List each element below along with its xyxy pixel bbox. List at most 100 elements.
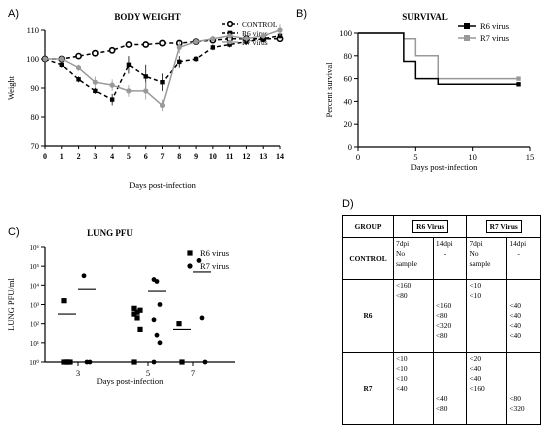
data-point: [179, 359, 185, 365]
x-tick-label: 15: [526, 152, 535, 162]
x-tick-label: 0: [356, 152, 360, 162]
data-point: [125, 41, 133, 48]
group-header: GROUP: [342, 214, 394, 239]
r7-virus-header: R7 Virus: [485, 220, 522, 234]
data-point: [42, 56, 48, 62]
cell-value: [436, 281, 465, 291]
panel-label-d: D): [342, 198, 354, 210]
panel-label-b: B): [296, 8, 307, 20]
data-point: [187, 250, 193, 256]
cell-value: <320: [435, 321, 452, 331]
r7-r7-14dpi: <80 <320: [506, 351, 541, 426]
cell-value: [469, 301, 504, 311]
cell-value: <10: [396, 363, 408, 373]
legend-label: R7 virus: [480, 33, 509, 43]
data-point: [81, 273, 87, 279]
cell-value: [396, 311, 431, 321]
data-point: [87, 359, 93, 365]
cell-value: <80: [396, 291, 408, 301]
data-point: [210, 36, 216, 42]
cell-value: <10: [396, 373, 408, 383]
cell-value: [509, 281, 538, 291]
data-point: [109, 82, 115, 88]
y-tick-label: 10¹: [30, 340, 39, 348]
data-point: [196, 258, 202, 263]
chart-title: BODY WEIGHT: [114, 12, 180, 22]
data-point: [61, 359, 67, 365]
survival-chart: 0 20 40 60 80 100 0 5 10 15 SURVIVAL Days post-infe…: [324, 12, 535, 172]
x-tick-label: 8: [177, 152, 181, 161]
r6-virus-header: R6 Virus: [412, 220, 449, 234]
row-label-r7: R7: [342, 351, 394, 426]
legend-label: R6 virus: [480, 21, 509, 31]
control-r7-14dpi: 14dpi -: [506, 237, 541, 281]
legend-marker: [464, 23, 470, 29]
cell-value: [469, 394, 504, 404]
y-tick-label: 80: [31, 112, 40, 122]
x-tick-label: 12: [242, 152, 250, 161]
data-point: [159, 102, 166, 108]
data-point: [75, 52, 82, 60]
x-tick-label: 11: [226, 152, 234, 161]
data-point: [142, 41, 150, 48]
chart-title: SURVIVAL: [402, 12, 448, 22]
x-tick-label: 5: [413, 152, 417, 162]
cell-value: -: [443, 249, 447, 259]
data-point: [76, 77, 81, 82]
x-tick-label: 5: [146, 368, 150, 378]
cell-value: <80: [435, 331, 448, 341]
x-axis-label: Days post-infection: [129, 180, 197, 190]
cell-value: [469, 331, 504, 341]
y-tick-label: 100: [339, 28, 352, 38]
cell-value: 14dpi: [435, 239, 453, 249]
x-tick-label: 14: [276, 152, 284, 161]
y-tick-label: 90: [31, 83, 40, 93]
data-point: [59, 62, 64, 67]
data-point: [193, 39, 199, 45]
cell-value: [396, 321, 431, 331]
data-point: [134, 315, 140, 321]
control-r6-14dpi: 14dpi -: [432, 237, 468, 281]
legend-label: R7 virus: [242, 38, 268, 47]
data-point: [134, 309, 140, 315]
data-point: [75, 65, 82, 71]
data-point: [143, 88, 149, 94]
chart-title: LUNG PFU: [87, 228, 133, 238]
data-point: [176, 321, 182, 327]
data-point: [131, 305, 137, 311]
cell-value: 7dpi: [469, 239, 483, 249]
cell-value: [509, 354, 538, 364]
data-point: [143, 74, 148, 79]
r6-virus-header-cell: R6 Virus: [392, 214, 468, 239]
y-tick-label: 60: [344, 74, 353, 84]
y-axis-label: Percent survival: [324, 62, 334, 118]
data-point: [260, 33, 266, 39]
end-point: [516, 76, 521, 81]
x-tick-label: 10: [468, 152, 477, 162]
y-tick-label: 80: [344, 51, 353, 61]
cell-value: [436, 384, 465, 394]
data-point: [210, 45, 216, 50]
legend-label: R6 virus: [200, 248, 229, 258]
data-point: [64, 359, 70, 365]
data-point: [177, 59, 182, 65]
x-tick-label: 2: [77, 152, 81, 161]
lung-pfu-chart: 10⁰ 10¹ 10² 10³ 10⁴ 10⁵ 10⁶ 3 5 7 LUNG PFU Days pos…: [6, 228, 235, 386]
x-tick-label: 1: [60, 152, 64, 161]
cell-value: 7dpi: [396, 239, 410, 249]
data-point: [126, 88, 132, 94]
data-point: [151, 359, 157, 365]
data-point: [93, 88, 98, 94]
data-point: [131, 359, 137, 365]
cell-value: <40: [509, 321, 521, 331]
data-point: [92, 79, 98, 85]
x-tick-label: 0: [43, 152, 47, 161]
cell-value: [509, 291, 538, 301]
data-point: [226, 20, 234, 28]
data-point: [67, 359, 73, 365]
cell-value: [436, 374, 465, 384]
cell-value: <80: [509, 393, 521, 403]
y-axis-label: Weight: [6, 75, 16, 100]
r6-r6-14dpi: <160 <80 <320 <80: [432, 279, 468, 353]
